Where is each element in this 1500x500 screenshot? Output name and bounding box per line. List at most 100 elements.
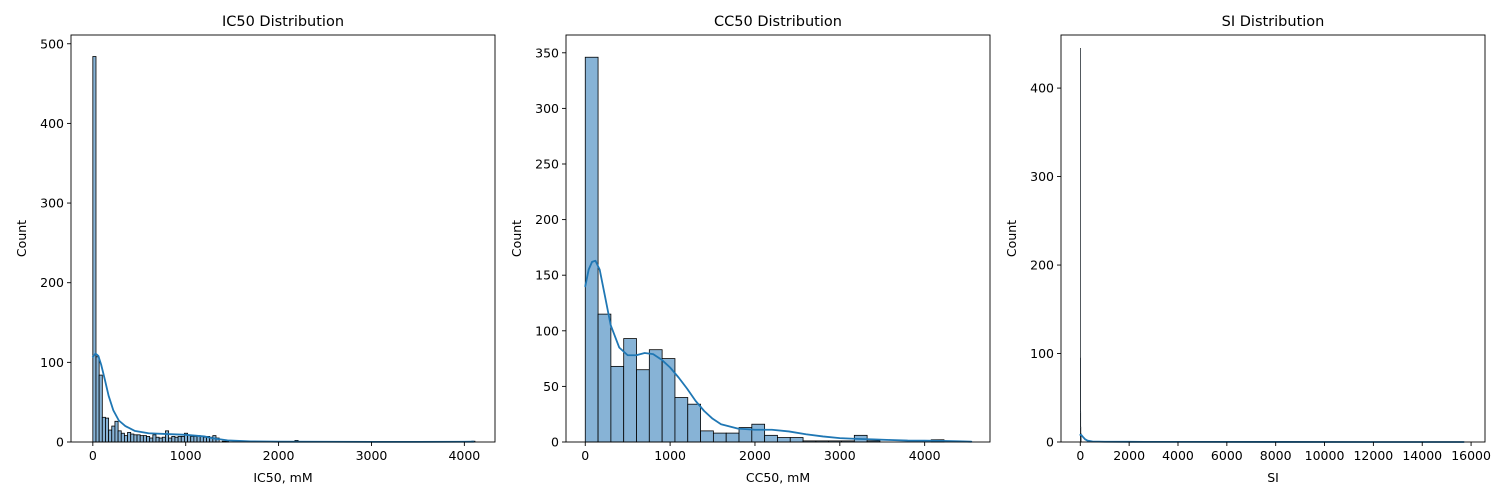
y-tick-label: 200 [535, 212, 559, 227]
histogram-bar [130, 433, 135, 443]
histogram-bar [648, 349, 663, 443]
histogram-bar [610, 365, 625, 443]
histogram-bar [674, 397, 689, 443]
y-tick-label: 300 [40, 196, 64, 211]
histogram-bar [751, 423, 766, 443]
y-tick-label: 100 [40, 355, 64, 370]
y-tick-label: 200 [40, 275, 64, 290]
histogram-bar [146, 436, 151, 443]
histogram-bar [636, 369, 650, 443]
histogram-bar [193, 436, 198, 443]
histogram-bar [158, 437, 163, 443]
histogram-bar [712, 432, 727, 443]
histogram-bar [114, 420, 119, 443]
histogram-bar [165, 430, 170, 443]
histogram-bar [98, 374, 103, 443]
histogram-bar [777, 437, 791, 443]
histogram-bar [161, 436, 166, 443]
chart-title: CC50 Distribution [714, 14, 842, 30]
x-tick-label: 4000 [448, 448, 480, 463]
histogram-bar [117, 430, 122, 443]
y-axis-label: Count [14, 220, 29, 257]
subplot-3: 0 2000 4000 6000 8000 10000 12000 14000 16000 0 10… [1004, 14, 1491, 485]
histogram-bar [111, 425, 116, 443]
y-tick-label: 400 [1030, 81, 1054, 96]
x-tick-label: 0 [581, 448, 589, 463]
histogram-bar [202, 436, 207, 443]
x-tick-label: 4000 [909, 448, 941, 463]
histogram-bar [142, 435, 147, 443]
x-tick-label: 3000 [356, 448, 388, 463]
histogram-bar [764, 434, 778, 443]
x-tick-label: 8000 [1260, 448, 1292, 463]
y-tick-label: 0 [1046, 435, 1054, 450]
x-axis-label: IC50, mM [253, 470, 312, 485]
histogram-bar [108, 429, 113, 443]
chart-title: SI Distribution [1222, 14, 1325, 30]
histogram-bar [700, 430, 714, 443]
y-tick-label: 150 [535, 268, 559, 283]
x-tick-label: 0 [89, 448, 97, 463]
histogram-bar [136, 434, 141, 443]
subplot-1: 0 1000 2000 3000 4000 0 100 200 300 400 500 IC50 Di… [14, 14, 496, 485]
chart-title: IC50 Distribution [222, 14, 344, 30]
x-tick-label: 12000 [1353, 448, 1393, 463]
y-tick-label: 200 [1030, 258, 1054, 273]
x-tick-label: 2000 [739, 448, 771, 463]
histogram-bar [174, 436, 179, 443]
histogram-bar [139, 435, 144, 443]
y-axis-label: Count [509, 220, 524, 257]
y-axis-label: Count [1004, 220, 1019, 257]
histogram-bar [127, 432, 132, 443]
histogram-bar [190, 436, 195, 443]
y-tick-label: 0 [56, 435, 64, 450]
histogram-bar [187, 435, 192, 443]
histogram-bar [124, 435, 128, 443]
x-tick-label: 0 [1076, 448, 1084, 463]
x-tick-label: 6000 [1211, 448, 1243, 463]
histogram-bar [149, 437, 154, 443]
y-tick-label: 350 [535, 45, 559, 60]
histogram-bar [180, 436, 185, 443]
histogram-bar [120, 432, 125, 443]
histogram-bar [725, 432, 740, 443]
x-tick-label: 3000 [824, 448, 856, 463]
histogram-bar [199, 436, 204, 443]
y-tick-label: 50 [543, 379, 559, 394]
histogram-bar [177, 436, 182, 443]
x-tick-label: 1000 [654, 448, 686, 463]
x-tick-label: 16000 [1451, 448, 1491, 463]
y-tick-label: 300 [1030, 169, 1054, 184]
y-tick-label: 100 [1030, 346, 1054, 361]
x-tick-label: 4000 [1162, 448, 1194, 463]
y-tick-label: 500 [40, 36, 64, 51]
histogram-bar [155, 436, 160, 443]
axes-frame [565, 34, 991, 443]
y-tick-label: 400 [40, 116, 64, 131]
histogram-bar [105, 417, 110, 443]
x-tick-label: 1000 [170, 448, 202, 463]
histogram-bar [133, 434, 138, 443]
kde-line [91, 352, 475, 443]
histogram-bar [168, 437, 173, 443]
kde-line [1079, 434, 1465, 443]
histogram-bar [95, 356, 100, 443]
x-tick-label: 2000 [1113, 448, 1145, 463]
histogram-bar [152, 434, 157, 443]
histogram-bar [584, 56, 599, 443]
kde-line [584, 259, 973, 443]
y-tick-label: 100 [535, 323, 559, 338]
subplot-2: 0 1000 2000 3000 4000 0 50 100 150 200 250 300 350 CC… [509, 14, 991, 485]
x-tick-label: 14000 [1402, 448, 1442, 463]
histogram-bar [92, 56, 97, 443]
y-tick-label: 300 [535, 101, 559, 116]
histogram-bar [101, 416, 106, 443]
y-tick-label: 0 [551, 435, 559, 450]
x-axis-label: SI [1267, 470, 1279, 485]
histogram-bar [171, 436, 176, 443]
x-tick-label: 10000 [1305, 448, 1345, 463]
x-tick-label: 2000 [263, 448, 295, 463]
axes-frame [70, 34, 496, 443]
x-axis-label: CC50, mM [746, 470, 810, 485]
